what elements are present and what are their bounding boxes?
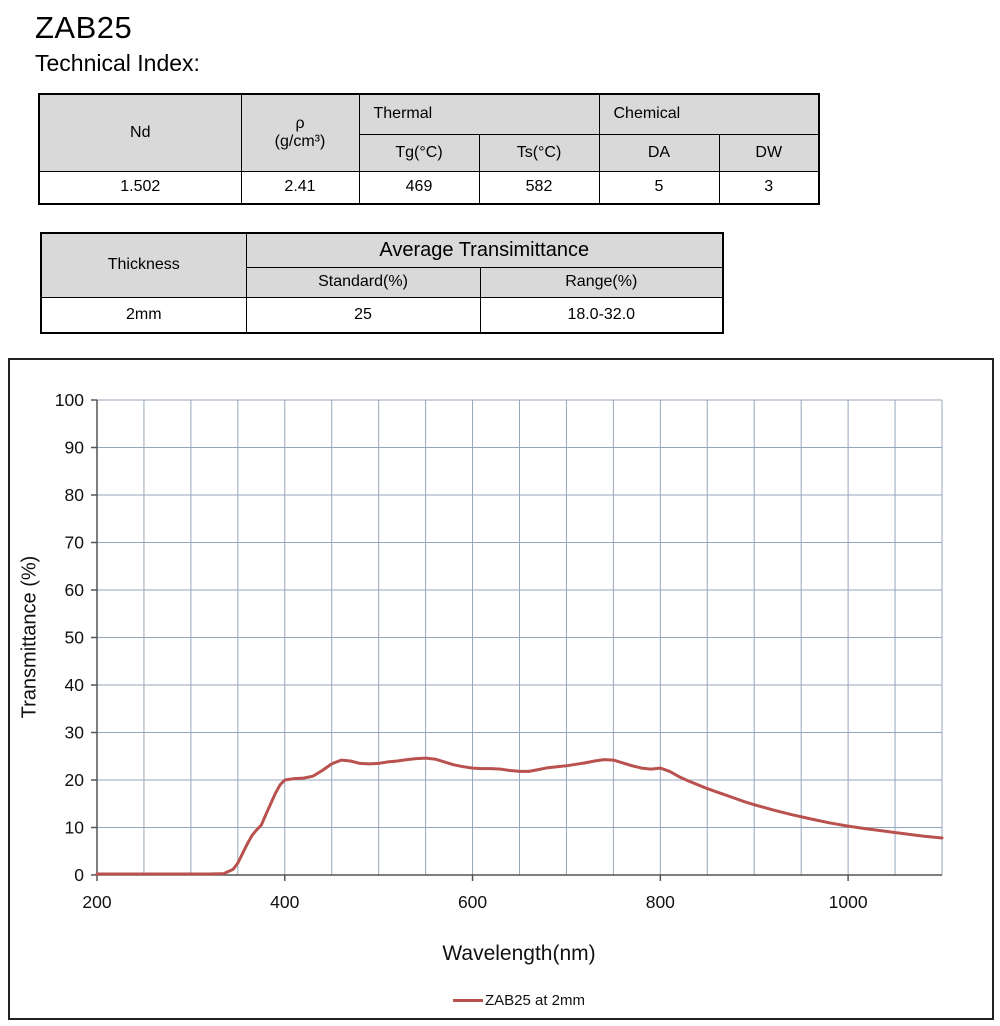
svg-text:60: 60 (65, 580, 85, 600)
value-nd: 1.502 (38, 170, 242, 205)
svg-text:20: 20 (65, 770, 85, 790)
page-title: ZAB25 (35, 10, 133, 45)
table-row: 2mm 25 18.0-32.0 (40, 296, 724, 334)
value-tg: 469 (358, 170, 480, 205)
header-da: DA (598, 133, 720, 172)
header-density: ρ (g/cm³) (240, 93, 360, 172)
transmittance-chart: 0 10 20 30 40 50 60 70 80 90 100 200 400 600 800 1000 T… (8, 358, 994, 1020)
svg-text:10: 10 (65, 818, 85, 838)
chart-legend: ZAB25 at 2mm (452, 992, 586, 1009)
header-avg-transmittance: Average Transimittance (245, 232, 724, 268)
header-thermal: Thermal (358, 93, 600, 135)
svg-text:80: 80 (65, 485, 85, 505)
header-nd: Nd (38, 93, 242, 172)
svg-text:100: 100 (55, 390, 84, 410)
x-axis-label: Wavelength(nm) (442, 942, 596, 965)
svg-text:600: 600 (458, 892, 487, 912)
transmittance-table: Thickness Average Transimittance Standar… (40, 232, 724, 334)
density-symbol: ρ (295, 114, 305, 132)
value-da: 5 (598, 170, 720, 205)
legend-line-swatch (452, 999, 483, 1002)
svg-text:50: 50 (65, 628, 85, 648)
legend-series-label: ZAB25 at 2mm (484, 992, 586, 1009)
header-range: Range(%) (479, 266, 724, 298)
value-standard: 25 (245, 296, 481, 334)
header-dw: DW (718, 133, 820, 172)
chart-plot-area: 0 10 20 30 40 50 60 70 80 90 100 200 400 600 800 1000 (55, 390, 944, 912)
header-chemical: Chemical (598, 93, 820, 135)
technical-index-table: Nd ρ (g/cm³) Thermal Chemical Tg(°C) Ts(… (38, 93, 820, 205)
svg-text:200: 200 (82, 892, 111, 912)
y-axis-label: Transmittance (%) (18, 555, 41, 719)
svg-text:1000: 1000 (829, 892, 868, 912)
header-thickness: Thickness (40, 232, 247, 298)
value-ts: 582 (478, 170, 600, 205)
svg-text:800: 800 (646, 892, 675, 912)
svg-text:90: 90 (65, 438, 85, 458)
svg-text:0: 0 (74, 865, 84, 885)
value-dw: 3 (718, 170, 820, 205)
value-density: 2.41 (240, 170, 360, 205)
header-standard: Standard(%) (245, 266, 481, 298)
header-ts: Ts(°C) (478, 133, 600, 172)
section-title: Technical Index: (35, 50, 200, 76)
table-row: 1.502 2.41 469 582 5 3 (38, 170, 820, 205)
density-unit: (g/cm³) (274, 132, 326, 150)
header-tg: Tg(°C) (358, 133, 480, 172)
svg-text:40: 40 (65, 675, 85, 695)
svg-text:30: 30 (65, 723, 85, 743)
value-thickness: 2mm (40, 296, 247, 334)
value-range: 18.0-32.0 (479, 296, 724, 334)
svg-text:70: 70 (65, 533, 85, 553)
svg-text:400: 400 (270, 892, 299, 912)
